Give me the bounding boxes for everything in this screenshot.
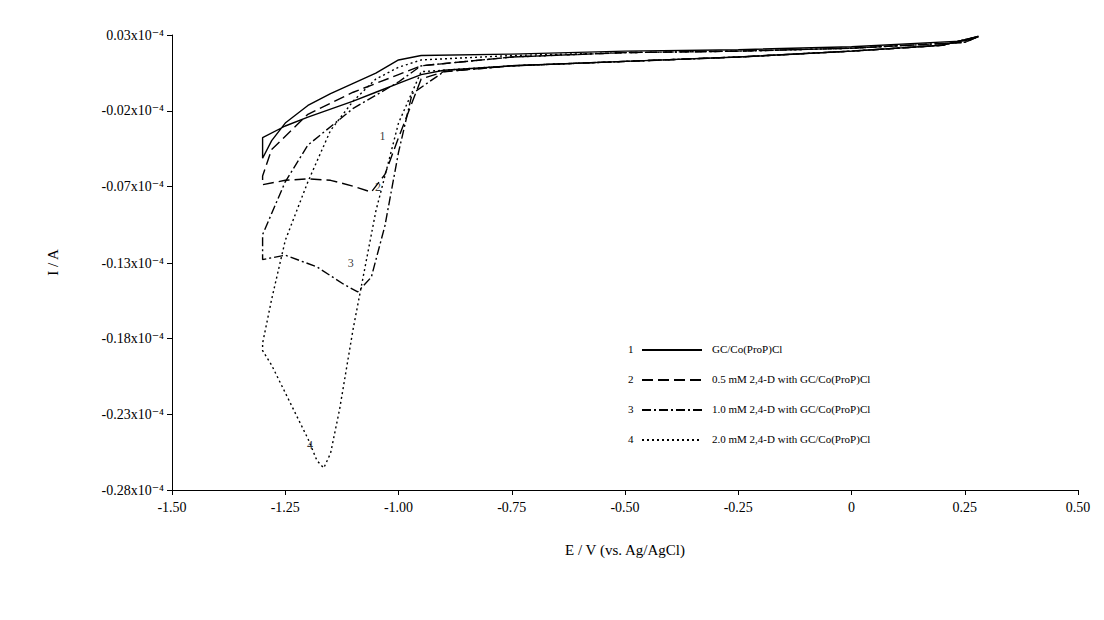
svg-text:4: 4 — [307, 437, 313, 452]
svg-text:4: 4 — [628, 433, 634, 445]
svg-text:1: 1 — [379, 129, 385, 143]
svg-text:-1.00: -1.00 — [384, 500, 413, 515]
svg-text:1: 1 — [628, 343, 634, 355]
svg-text:E / V (vs. Ag/AgCl): E / V (vs. Ag/AgCl) — [565, 542, 685, 559]
svg-text:-1.25: -1.25 — [271, 500, 300, 515]
svg-text:0.5 mM 2,4-D with GC/Co(ProP)C: 0.5 mM 2,4-D with GC/Co(ProP)Cl — [712, 373, 870, 386]
svg-text:-0.28x10⁻⁴: -0.28x10⁻⁴ — [102, 483, 165, 498]
svg-text:0.50: 0.50 — [1066, 500, 1091, 515]
svg-text:3: 3 — [348, 256, 354, 270]
svg-text:2.0 mM 2,4-D with GC/Co(ProP)C: 2.0 mM 2,4-D with GC/Co(ProP)Cl — [712, 433, 870, 446]
svg-text:0.03x10⁻⁴: 0.03x10⁻⁴ — [106, 28, 164, 43]
svg-text:0: 0 — [848, 500, 855, 515]
svg-text:-1.50: -1.50 — [157, 500, 186, 515]
svg-text:-0.23x10⁻⁴: -0.23x10⁻⁴ — [102, 407, 165, 422]
svg-text:1.0 mM 2,4-D with GC/Co(ProP)C: 1.0 mM 2,4-D with GC/Co(ProP)Cl — [712, 403, 870, 416]
svg-text:-0.50: -0.50 — [610, 500, 639, 515]
svg-text:-0.02x10⁻⁴: -0.02x10⁻⁴ — [102, 103, 165, 118]
svg-text:I / A: I / A — [45, 249, 61, 276]
svg-text:-0.13x10⁻⁴: -0.13x10⁻⁴ — [102, 256, 165, 271]
svg-text:-0.25: -0.25 — [724, 500, 753, 515]
svg-text:3: 3 — [628, 403, 634, 415]
svg-text:-0.18x10⁻⁴: -0.18x10⁻⁴ — [102, 331, 165, 346]
svg-text:0.25: 0.25 — [953, 500, 978, 515]
svg-text:2: 2 — [628, 373, 634, 385]
svg-text:-0.75: -0.75 — [497, 500, 526, 515]
svg-text:-0.07x10⁻⁴: -0.07x10⁻⁴ — [102, 179, 165, 194]
svg-text:GC/Co(ProP)Cl: GC/Co(ProP)Cl — [712, 343, 782, 356]
svg-text:2: 2 — [374, 179, 381, 194]
